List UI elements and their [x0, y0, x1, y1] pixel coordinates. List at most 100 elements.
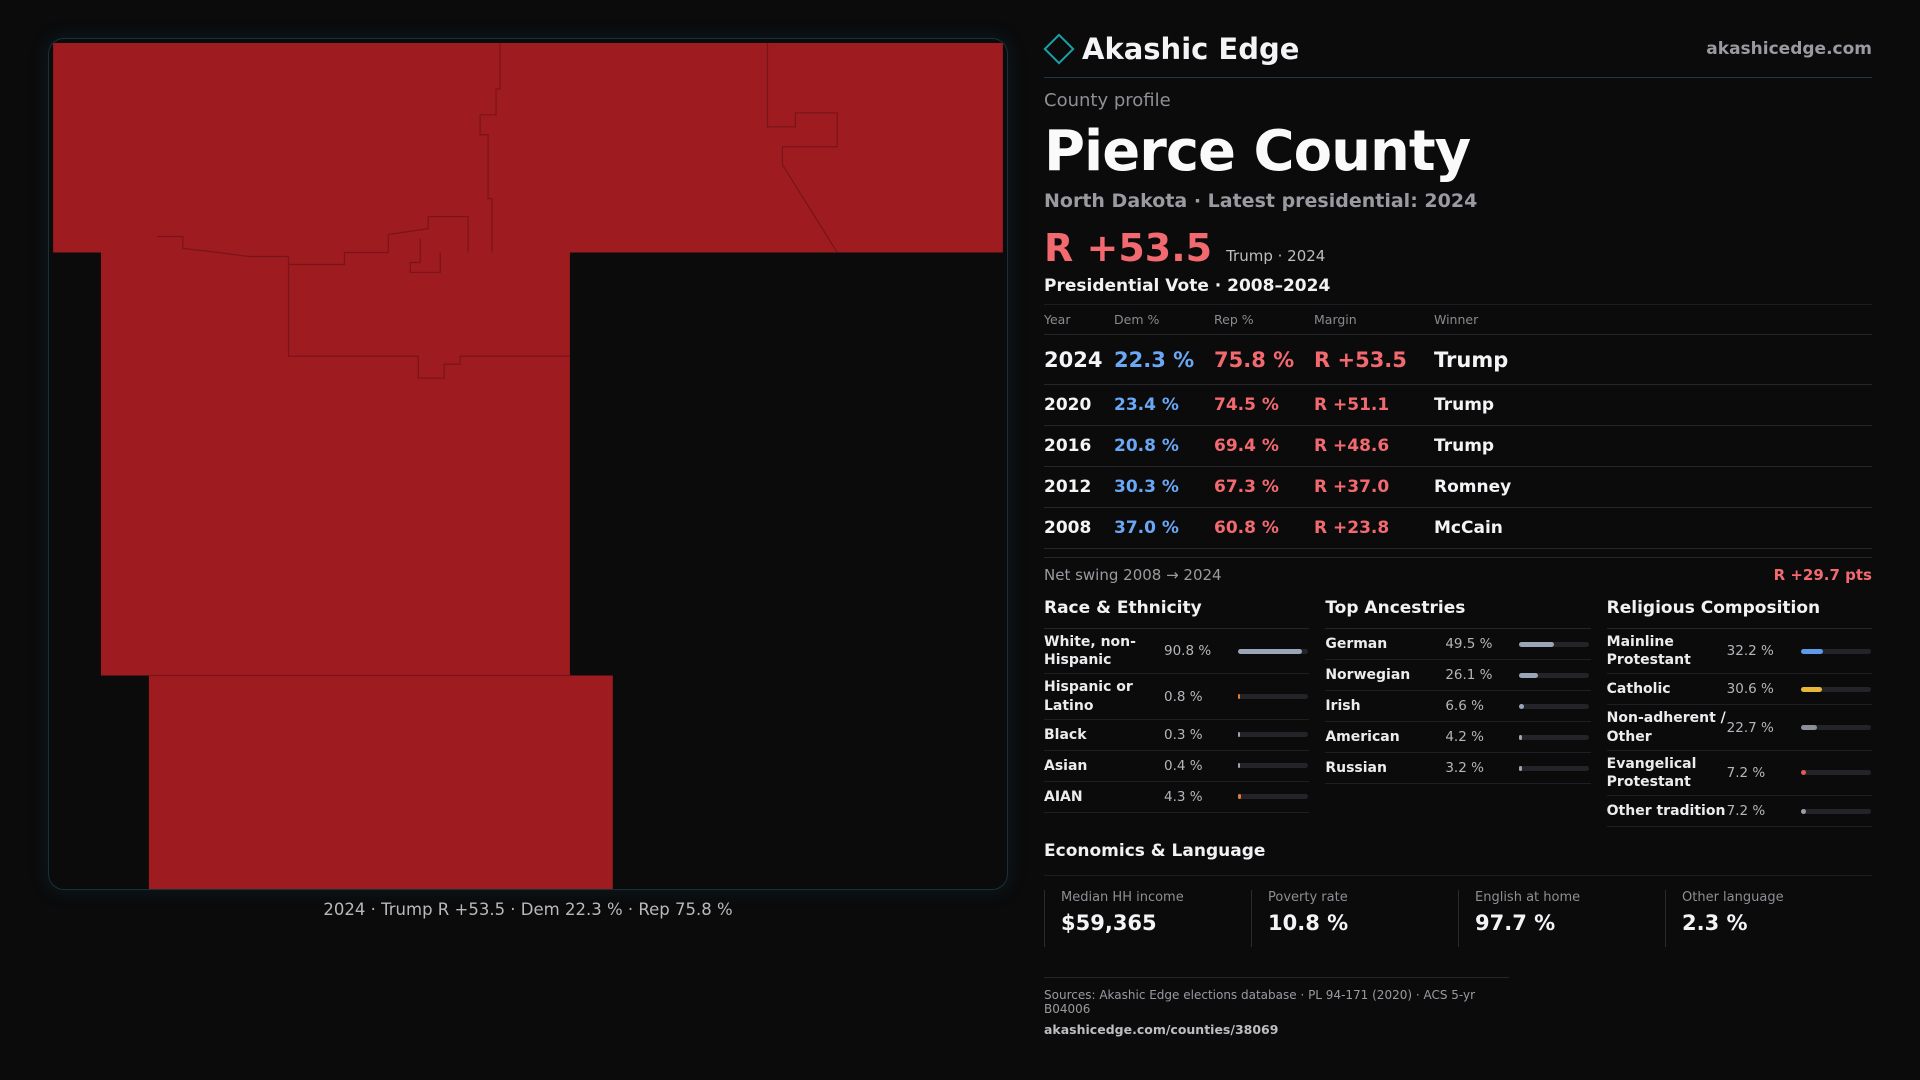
share-bar [1519, 641, 1590, 647]
share-bar-fill [1519, 641, 1554, 647]
margin-cell: R +37.0 [1314, 466, 1434, 508]
stat-value: 97.7 % [1475, 911, 1556, 936]
religion-row: Evangelical Protestant 7.2 % [1606, 751, 1872, 797]
race-title: Race & Ethnicity [1044, 598, 1310, 629]
row-label: Irish [1325, 697, 1361, 714]
table-row: 2012 30.3 % 67.3 % R +37.0 Romney [1044, 466, 1872, 508]
stat-label: Poverty rate [1268, 890, 1348, 906]
share-bar [1519, 703, 1590, 709]
row-label: German [1325, 635, 1388, 652]
year-cell: 2020 [1044, 384, 1114, 426]
table-row: 2016 20.8 % 69.4 % R +48.6 Trump [1044, 425, 1872, 467]
county-shape-svg [53, 42, 1003, 889]
demographics: Race & Ethnicity White, non-Hispanic 90.8… [1044, 598, 1872, 828]
table-row: 2020 23.4 % 74.5 % R +51.1 Trump [1044, 384, 1872, 426]
row-value: 49.5 % [1445, 636, 1493, 652]
row-value: 26.1 % [1445, 667, 1493, 683]
rep-cell: 74.5 % [1214, 384, 1314, 426]
share-bar [1238, 648, 1308, 654]
row-label: Asian [1044, 757, 1088, 774]
sources-text: Sources: Akashic Edge elections database… [1044, 988, 1476, 1017]
stat-label: Median HH income [1061, 890, 1184, 906]
stat-english-at-home: English at home 97.7 % [1458, 890, 1665, 948]
votes-table: Year Dem % Rep % Margin Winner 2024 22.3… [1044, 304, 1872, 549]
rep-cell: 75.8 % [1214, 334, 1314, 385]
margin-cell: R +53.5 [1314, 334, 1434, 385]
year-cell: 2012 [1044, 466, 1114, 508]
stat-label: English at home [1475, 890, 1581, 906]
religion-title: Religious Composition [1606, 598, 1872, 629]
diamond-logo-icon [1043, 32, 1075, 65]
net-swing-label: Net swing 2008 → 2024 [1044, 566, 1222, 584]
economics-stats: Median HH income $59,365 Poverty rate 10… [1044, 875, 1872, 948]
row-value: 22.7 % [1726, 719, 1774, 736]
rep-cell: 69.4 % [1214, 425, 1314, 467]
share-bar-fill [1800, 808, 1806, 814]
religion-section: Religious Composition Mainline Protestan… [1606, 598, 1872, 828]
ancestry-title: Top Ancestries [1325, 598, 1591, 629]
net-swing: Net swing 2008 → 2024 R +29.7 pts [1044, 557, 1872, 584]
county-url-link[interactable]: akashicedge.com/counties/38069 [1044, 1022, 1279, 1038]
share-bar-fill [1238, 763, 1240, 769]
page-subtitle: North Dakota · Latest presidential: 2024 [1044, 190, 1478, 212]
row-label: American [1325, 728, 1400, 745]
row-label: Black [1044, 726, 1087, 743]
winner-cell: McCain [1434, 507, 1872, 549]
brand-url-link[interactable]: akashicedge.com [1706, 38, 1872, 59]
row-value: 6.6 % [1445, 698, 1484, 714]
race-row: Hispanic or Latino 0.8 % [1044, 674, 1310, 720]
share-bar-fill [1238, 648, 1302, 654]
economics-title: Economics & Language [1044, 841, 1266, 862]
share-bar-fill [1519, 672, 1538, 678]
row-label: Hispanic or Latino [1044, 679, 1133, 714]
stat-label: Other language [1682, 890, 1784, 906]
year-cell: 2016 [1044, 425, 1114, 467]
race-row: AIAN 4.3 % [1044, 782, 1310, 813]
page-title: Pierce County [1044, 119, 1471, 184]
county-shape [53, 42, 1003, 889]
row-value: 7.2 % [1726, 764, 1766, 781]
brand-bar: Akashic Edge akashicedge.com [1043, 30, 1872, 78]
share-bar-fill [1519, 703, 1524, 709]
stat-poverty-rate: Poverty rate 10.8 % [1251, 890, 1458, 948]
page-kicker: County profile [1044, 90, 1171, 111]
race-row: Black 0.3 % [1044, 720, 1310, 751]
headline-margin-value: R +53.5 [1044, 226, 1213, 270]
margin-cell: R +48.6 [1314, 425, 1434, 467]
row-value: 4.3 % [1164, 788, 1203, 805]
winner-cell: Trump [1434, 334, 1872, 385]
share-bar [1519, 734, 1590, 740]
dem-cell: 22.3 % [1114, 334, 1214, 385]
winner-cell: Trump [1434, 425, 1872, 467]
dem-cell: 23.4 % [1114, 384, 1214, 426]
brand[interactable]: Akashic Edge [1043, 32, 1299, 66]
col-dem: Dem % [1114, 304, 1214, 335]
share-bar-fill [1800, 648, 1824, 654]
share-bar [1238, 763, 1308, 769]
row-label: Other tradition [1606, 803, 1726, 820]
row-value: 0.4 % [1164, 757, 1203, 774]
row-value: 4.2 % [1445, 729, 1484, 745]
share-bar [1800, 808, 1871, 814]
race-section: Race & Ethnicity White, non-Hispanic 90.8… [1044, 598, 1310, 827]
dem-cell: 30.3 % [1114, 466, 1214, 508]
row-label: Evangelical Protestant [1606, 755, 1697, 790]
share-bar [1238, 732, 1308, 738]
headline-margin: R +53.5 Trump · 2024 [1044, 226, 1872, 270]
row-label: Catholic [1606, 681, 1671, 698]
col-year: Year [1044, 304, 1114, 335]
row-label: Russian [1325, 759, 1387, 776]
share-bar-fill [1519, 765, 1522, 771]
rep-cell: 60.8 % [1214, 507, 1314, 549]
map-caption: 2024 · Trump R +53.5 · Dem 22.3 % · Rep … [323, 900, 733, 919]
stat-value: 10.8 % [1268, 911, 1349, 936]
religion-row: Non-adherent / Other 22.7 % [1606, 705, 1872, 751]
ancestry-section: Top Ancestries German 49.5 % Norwegian 26.1… [1325, 598, 1591, 827]
share-bar [1800, 648, 1871, 654]
share-bar [1800, 686, 1871, 692]
ancestry-row: American 4.2 % [1325, 722, 1591, 753]
religion-row: Catholic 30.6 % [1606, 674, 1872, 706]
row-label: Mainline Protestant [1606, 634, 1691, 669]
county-map [48, 38, 1008, 890]
year-cell: 2024 [1044, 334, 1114, 385]
